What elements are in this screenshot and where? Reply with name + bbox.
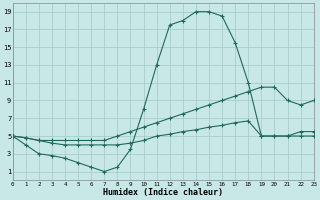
X-axis label: Humidex (Indice chaleur): Humidex (Indice chaleur)	[103, 188, 223, 197]
